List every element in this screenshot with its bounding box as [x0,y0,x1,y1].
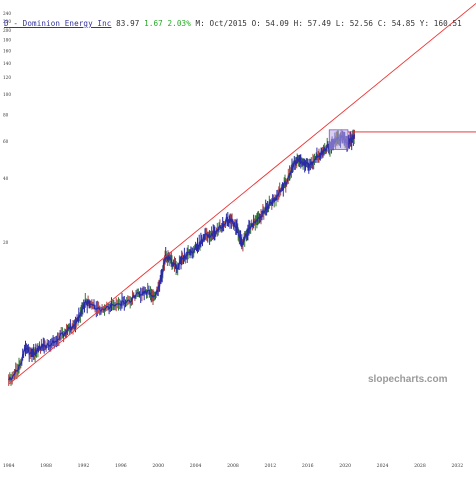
y-tick-label: 60 [3,139,9,144]
x-tick-label: 2032 [451,463,463,469]
price-line [8,134,356,382]
x-axis: 1984 1988 1992 1996 2000 2004 2008 2012 2016 2020… [3,463,463,469]
symbol-link[interactable]: D - Dominion Energy Inc [4,19,112,28]
y-tick-label: 100 [3,92,11,97]
x-tick-label: 2012 [265,463,277,469]
x-tick-label: 1988 [40,463,52,469]
y-tick-label: 220 [3,19,11,24]
x-tick-label: 2028 [414,463,426,469]
x-tick-label: 2004 [190,463,202,469]
series-layer [8,134,356,382]
chart-header: D - Dominion Energy Inc 83.97 1.67 2.03%… [4,19,462,28]
x-tick-label: 1996 [115,463,127,469]
x-tick-label: 1992 [78,463,90,469]
y-tick-label: 80 [3,112,9,117]
y-tick-label: 160 [3,48,11,53]
last-price: 83.97 [116,19,140,28]
y-tick-label: 40 [3,176,9,181]
price-change: 1.67 2.03% [144,19,191,28]
ohlc-readout: M: Oct/2015 O: 54.09 H: 57.49 L: 52.56 C… [195,19,462,28]
x-tick-label: 2016 [302,463,314,469]
y-tick-label: 20 [3,240,9,245]
highlight-box [328,129,349,150]
trendline [8,3,476,385]
y-tick-label: 120 [3,75,11,80]
y-tick-label: 140 [3,61,11,66]
x-tick-label: 1984 [3,463,15,469]
x-tick-label: 2000 [152,463,164,469]
x-tick-label: 2020 [339,463,351,469]
y-tick-label: 200 [3,28,11,33]
drawing-layer[interactable] [8,3,476,385]
x-tick-label: 2008 [227,463,239,469]
y-tick-label: 180 [3,38,11,43]
x-tick-label: 2024 [377,463,389,469]
y-tick-label: 240 [3,11,11,16]
watermark-logo: slopecharts.com [368,374,448,385]
y-axis: 20 40 60 80 100 120 140 160 180 200 220 240 [3,11,11,245]
